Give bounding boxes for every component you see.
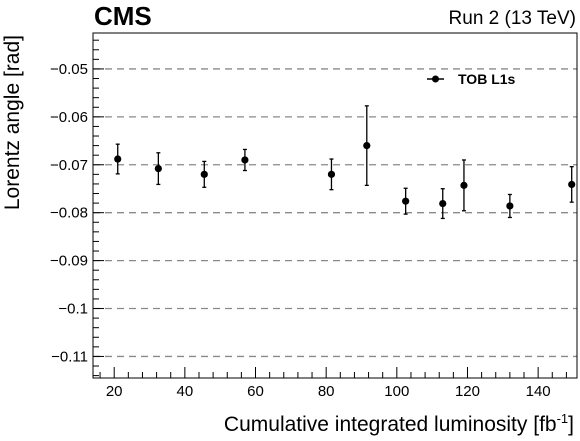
data-point (363, 142, 371, 150)
y-tick-label: −0.06 (50, 109, 88, 126)
x-tick-label: 100 (384, 383, 409, 400)
x-axis-title-main: Cumulative integrated luminosity [fb (224, 413, 557, 436)
data-point (439, 199, 447, 208)
data-point (154, 165, 162, 173)
data-point (327, 170, 336, 178)
x-tick-label: 20 (106, 383, 123, 400)
experiment-label: CMS (94, 1, 152, 31)
data-point (506, 202, 514, 210)
legend-point-marker (432, 75, 439, 83)
data-point (460, 181, 468, 189)
run-label: Run 2 (13 TeV) (449, 8, 576, 29)
data-point (114, 155, 122, 163)
x-axis-title: Cumulative integrated luminosity [fb-1] (224, 411, 574, 436)
x-tick-label: 140 (526, 383, 551, 400)
data-point (200, 170, 208, 178)
legend: TOB L1s (427, 71, 516, 87)
y-axis-title: Lorentz angle [rad] (1, 35, 24, 210)
x-tick-label: 60 (247, 383, 264, 400)
y-tick-label: −0.07 (50, 157, 88, 174)
data-point (241, 156, 249, 164)
y-tick-label: −0.08 (50, 205, 88, 222)
y-tick-label: −0.05 (50, 61, 88, 78)
x-axis-title-close: ] (568, 413, 574, 436)
data-points (114, 105, 576, 220)
data-point (568, 180, 576, 189)
y-tick-label: −0.1 (58, 301, 88, 318)
data-point (402, 197, 410, 205)
grid-lines (93, 68, 577, 358)
y-tick-label: −0.11 (51, 348, 88, 365)
axis-ticks: −0.05 −0.06 −0.07 −0.08 −0.09 −0.1 −0.11 20 40 60… (50, 39, 567, 400)
plot-frame (92, 32, 578, 379)
x-tick-label: 80 (318, 383, 335, 400)
x-tick-label: 40 (177, 383, 194, 400)
x-tick-label: 120 (455, 383, 480, 400)
legend-entry-tob-l1s: TOB L1s (458, 71, 516, 87)
y-tick-label: −0.09 (50, 253, 88, 270)
x-axis-title-exponent: -1 (557, 411, 569, 426)
